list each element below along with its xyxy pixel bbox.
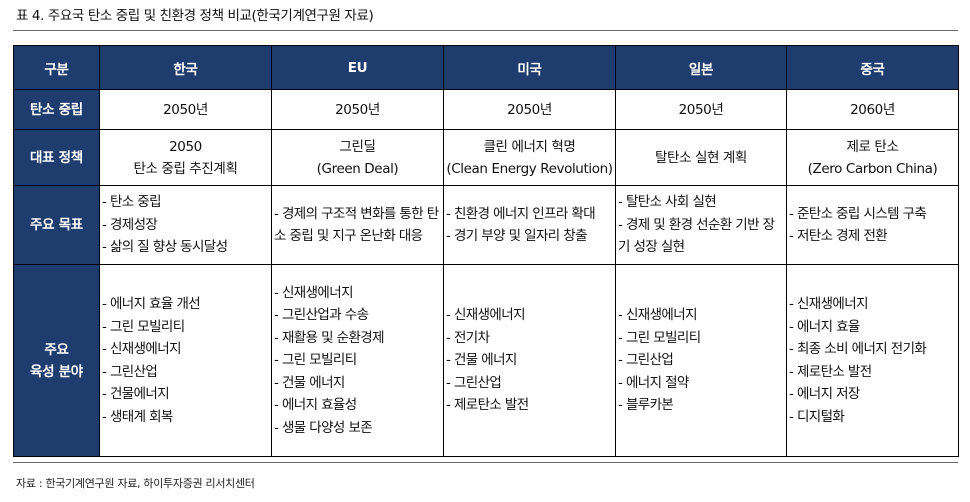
cell-line: - 에너지 절약 — [618, 374, 689, 391]
header-row: 구분 한국 EU 미국 일본 중국 — [13, 45, 959, 90]
cell-line: - 그린 모빌리티 — [102, 318, 185, 335]
cell-line: - 디지털화 — [789, 408, 845, 425]
cell-line: - 경제의 구조적 변화를 통한 탄소 중립 및 지구 온난화 대응 — [274, 205, 439, 245]
cell-line: 2050년 — [335, 101, 380, 118]
cell-line: - 제로탄소 발전 — [446, 397, 529, 414]
cell-line: - 신재생에너지 — [446, 307, 525, 324]
cell-japan: 2050년 — [615, 89, 787, 130]
cell-line: - 에너지 효율 개선 — [102, 296, 201, 312]
cell-line: - 생물 다양성 보존 — [274, 419, 373, 436]
cell-line: - 전기차 — [446, 329, 490, 346]
cell-line: 주요 — [44, 341, 69, 358]
row-label: 대표 정책 — [13, 129, 100, 186]
cell-line: - 탈탄소 사회 실현 — [618, 194, 717, 211]
cell-usa: 클린 에너지 혁명 (Clean Energy Revolution) — [443, 129, 616, 186]
cell-china: 2060년 — [786, 89, 959, 130]
row-main-policy: 대표 정책 2050 탄소 중립 추진계획 그린딜 (Green Deal) 클린 … — [13, 129, 959, 186]
cell-usa: - 신재생에너지 - 전기차 - 건물 에너지 - 그린산업 - 제로탄소 발전 — [443, 264, 616, 457]
cell-line: - 친환경 에너지 인프라 확대 — [446, 205, 596, 222]
cell-line: - 재활용 및 순환경제 — [274, 329, 385, 346]
cell-line: - 건물 에너지 — [274, 374, 345, 391]
source-note: 자료 : 한국기계연구원 자료, 하이투자증권 리서치센터 — [16, 477, 255, 490]
top-rule — [13, 30, 958, 31]
cell-line: - 에너지 저장 — [789, 386, 860, 402]
cell-japan: - 탈탄소 사회 실현 - 경제 및 환경 선순환 기반 장기 성장 실현 — [615, 185, 787, 265]
cell-china: - 준탄소 중립 시스템 구축 - 저탄소 경제 전환 — [786, 185, 959, 265]
cell-line: - 탄소 중립 — [102, 194, 162, 211]
cell-china: 제로 탄소 (Zero Carbon China) — [786, 129, 959, 186]
cell-line: - 생태계 회복 — [102, 408, 173, 425]
cell-japan: 탈탄소 실현 계획 — [615, 129, 787, 186]
policy-comparison-table: 구분 한국 EU 미국 일본 중국 탄소 중립 2050년 2050년 2050… — [13, 45, 959, 457]
cell-eu: 2050년 — [271, 89, 444, 130]
cell-usa: 2050년 — [443, 89, 616, 130]
cell-line: - 경제성장 — [102, 216, 158, 233]
cell-line: - 준탄소 중립 시스템 구축 — [789, 205, 927, 222]
cell-line: 육성 분야 — [30, 363, 83, 380]
cell-china: - 신재생에너지 - 에너지 효율 - 최종 소비 에너지 전기화 - 제로탄소 발전… — [786, 264, 959, 457]
cell-line: - 건물에너지 — [102, 386, 170, 402]
cell-usa: - 친환경 에너지 인프라 확대 - 경기 부양 및 일자리 창출 — [443, 185, 616, 265]
cell-line: 탈탄소 실현 계획 — [655, 149, 747, 166]
cell-line: 주요 목표 — [30, 217, 83, 233]
cell-line: - 그린산업 — [618, 352, 674, 369]
cell-line: - 신재생에너지 — [789, 296, 868, 312]
header-usa: 미국 — [443, 45, 616, 90]
header-china: 중국 — [786, 45, 959, 90]
cell-line: 탄소 중립 추진계획 — [133, 160, 238, 177]
cell-line: 2050년 — [678, 101, 724, 118]
cell-line: (Clean Energy Revolution) — [446, 160, 613, 177]
cell-line: - 최종 소비 에너지 전기화 — [789, 341, 927, 357]
cell-line: (Green Deal) — [316, 160, 399, 177]
cell-korea: 2050년 — [99, 89, 272, 130]
cell-line: - 블루카본 — [618, 397, 674, 414]
header-eu: EU — [271, 45, 444, 90]
cell-line: - 저탄소 경제 전환 — [789, 228, 888, 244]
cell-line: - 에너지 효율 — [789, 318, 860, 335]
table-caption: 표 4. 주요국 탄소 중립 및 친환경 정책 비교(한국기계연구원 자료) — [16, 8, 374, 24]
cell-line: (Zero Carbon China) — [807, 160, 938, 177]
cell-line: 2060년 — [850, 101, 895, 118]
cell-line: - 신재생에너지 — [618, 307, 697, 324]
row-label: 탄소 중립 — [13, 89, 100, 130]
cell-line: - 신재생에너지 — [274, 284, 353, 301]
header-japan: 일본 — [615, 45, 787, 90]
cell-line: - 그린 모빌리티 — [618, 329, 701, 346]
cell-line: 클린 에너지 혁명 — [483, 138, 576, 155]
cell-line: 2050 — [169, 138, 202, 155]
cell-eu: 그린딜 (Green Deal) — [271, 129, 444, 186]
cell-korea: - 탄소 중립 - 경제성장 - 삶의 질 향상 동시달성 — [99, 185, 272, 265]
cell-korea: 2050 탄소 중립 추진계획 — [99, 129, 272, 186]
cell-line: - 삶의 질 향상 동시달성 — [102, 239, 228, 256]
cell-line: 제로 탄소 — [846, 138, 899, 155]
cell-japan: - 신재생에너지 - 그린 모빌리티 - 그린산업 - 에너지 절약 - 블루카본 — [615, 264, 787, 457]
row-label: 주요 목표 — [13, 185, 100, 265]
cell-line: - 그린 모빌리티 — [274, 352, 357, 369]
row-carbon-neutral: 탄소 중립 2050년 2050년 2050년 2050년 2060년 — [13, 89, 959, 130]
cell-line: 그린딜 — [339, 138, 376, 155]
cell-line: - 그린산업 — [446, 374, 502, 391]
cell-line: - 경제 및 환경 선순환 기반 장기 성장 실현 — [618, 216, 775, 256]
cell-line: - 에너지 효율성 — [274, 397, 357, 414]
cell-line: - 그린산업과 수송 — [274, 307, 369, 324]
cell-eu: - 경제의 구조적 변화를 통한 탄소 중립 및 지구 온난화 대응 — [271, 185, 444, 265]
row-main-goals: 주요 목표 - 탄소 중립 - 경제성장 - 삶의 질 향상 동시달성 - 경제의 … — [13, 185, 959, 265]
cell-line: 2050년 — [507, 101, 552, 118]
cell-line: - 그린산업 — [102, 363, 158, 380]
bottom-rule — [13, 462, 958, 463]
cell-eu: - 신재생에너지 - 그린산업과 수송 - 재활용 및 순환경제 - 그린 모빌리티 -… — [271, 264, 444, 457]
header-corner: 구분 — [13, 45, 100, 90]
cell-line: 탄소 중립 — [30, 101, 83, 118]
header-korea: 한국 — [99, 45, 272, 90]
cell-line: - 제로탄소 발전 — [789, 363, 872, 380]
cell-line: 대표 정책 — [30, 149, 83, 166]
cell-line: - 경기 부양 및 일자리 창출 — [446, 228, 588, 244]
cell-line: - 건물 에너지 — [446, 352, 517, 369]
cell-korea: - 에너지 효율 개선 - 그린 모빌리티 - 신재생에너지 - 그린산업 - 건물에너… — [99, 264, 272, 457]
cell-line: 2050년 — [163, 101, 208, 118]
cell-line: - 신재생에너지 — [102, 341, 181, 357]
